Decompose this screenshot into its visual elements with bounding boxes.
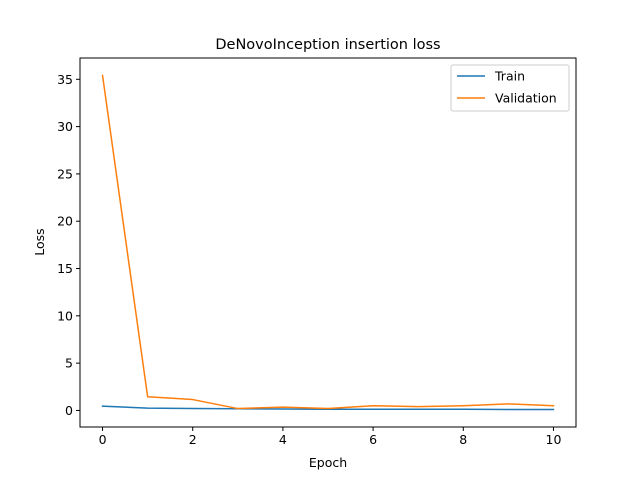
y-tick-label: 25	[57, 166, 73, 181]
y-tick-label: 35	[57, 72, 73, 87]
y-tick-label: 30	[57, 119, 73, 134]
x-tick-label: 10	[546, 432, 562, 447]
y-tick-label: 0	[65, 403, 73, 418]
legend-label-train: Train	[494, 69, 525, 84]
legend: Train Validation	[450, 64, 570, 112]
x-tick-label: 2	[189, 432, 197, 447]
plot-frame	[79, 57, 577, 428]
x-tick-label: 0	[99, 432, 107, 447]
legend-label-validation: Validation	[495, 91, 557, 106]
plot-area	[101, 74, 555, 411]
y-tick-label: 15	[57, 261, 73, 276]
y-tick-label: 20	[57, 214, 73, 229]
series-line-validation	[101, 74, 555, 410]
y-axis-label: Loss	[32, 228, 47, 255]
chart-title: DeNovoInception insertion loss	[215, 37, 440, 53]
axis-ticks: 0 2 4 6 8 10 0 5 10 15 20 25 30 35	[57, 72, 561, 447]
y-tick-label: 10	[57, 308, 73, 323]
x-tick-label: 8	[459, 432, 467, 447]
x-axis-label: Epoch	[309, 455, 347, 470]
x-tick-label: 4	[279, 432, 287, 447]
x-tick-label: 6	[369, 432, 377, 447]
series-line-train	[101, 405, 555, 411]
y-tick-label: 5	[65, 356, 73, 371]
